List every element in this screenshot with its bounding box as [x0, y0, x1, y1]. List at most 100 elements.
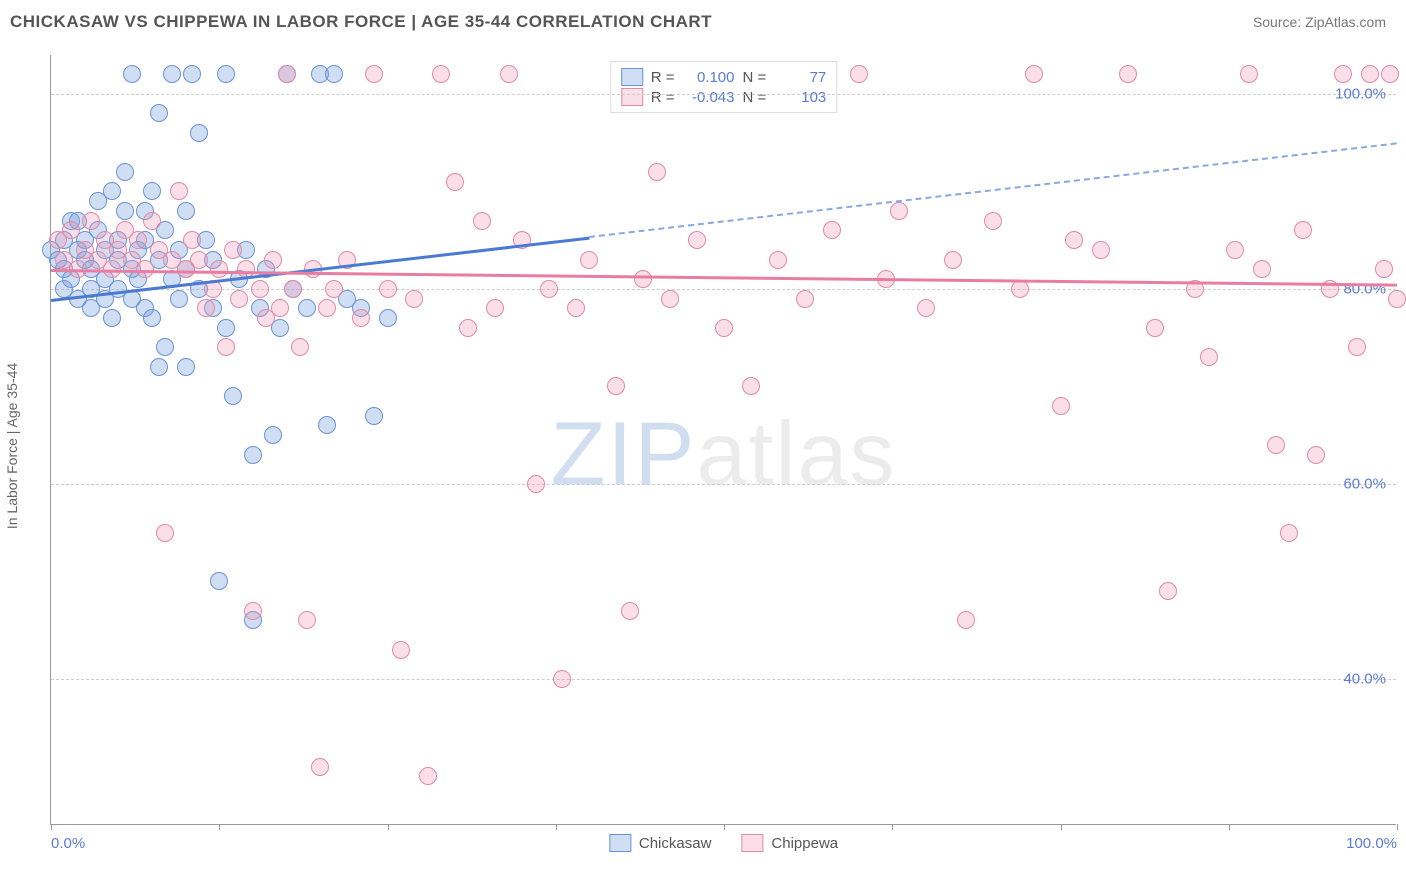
data-point [264, 251, 282, 269]
data-point [769, 251, 787, 269]
data-point [1159, 582, 1177, 600]
data-point [244, 446, 262, 464]
data-point [823, 221, 841, 239]
data-point [742, 377, 760, 395]
data-point [1240, 65, 1258, 83]
n-value: 103 [774, 89, 826, 106]
data-point [1267, 436, 1285, 454]
data-point [1025, 65, 1043, 83]
data-point [473, 212, 491, 230]
data-point [486, 299, 504, 317]
data-point [190, 124, 208, 142]
data-point [325, 280, 343, 298]
data-point [715, 319, 733, 337]
data-point [365, 65, 383, 83]
data-point [129, 231, 147, 249]
legend-label: Chippewa [771, 835, 838, 852]
n-value: 77 [774, 69, 826, 86]
data-point [298, 299, 316, 317]
data-point [156, 524, 174, 542]
data-point [379, 280, 397, 298]
data-point [62, 221, 80, 239]
r-value: 0.100 [683, 69, 735, 86]
data-point [224, 241, 242, 259]
data-point [850, 65, 868, 83]
data-point [163, 65, 181, 83]
data-point [156, 338, 174, 356]
data-point [365, 407, 383, 425]
xtick-mark [892, 824, 893, 830]
data-point [432, 65, 450, 83]
data-point [183, 65, 201, 83]
data-point [116, 202, 134, 220]
data-point [278, 65, 296, 83]
y-axis-label: In Labor Force | Age 35-44 [4, 363, 20, 529]
data-point [190, 251, 208, 269]
xtick-label: 0.0% [51, 835, 85, 852]
data-point [500, 65, 518, 83]
n-label: N = [743, 69, 767, 86]
swatch-chippewa [741, 834, 763, 852]
data-point [392, 641, 410, 659]
data-point [1348, 338, 1366, 356]
data-point [957, 611, 975, 629]
data-point [143, 182, 161, 200]
xtick-label: 100.0% [1346, 835, 1397, 852]
data-point [217, 65, 235, 83]
xtick-mark [1397, 824, 1398, 830]
xtick-mark [1061, 824, 1062, 830]
data-point [150, 358, 168, 376]
data-point [1381, 65, 1399, 83]
data-point [379, 309, 397, 327]
data-point [318, 416, 336, 434]
gridline [51, 94, 1396, 95]
chart-header: CHICKASAW VS CHIPPEWA IN LABOR FORCE | A… [0, 0, 1406, 44]
data-point [264, 426, 282, 444]
data-point [1388, 290, 1406, 308]
data-point [82, 212, 100, 230]
data-point [150, 104, 168, 122]
xtick-mark [724, 824, 725, 830]
data-point [116, 163, 134, 181]
data-point [1307, 446, 1325, 464]
data-point [1011, 280, 1029, 298]
gridline [51, 484, 1396, 485]
legend-label: Chickasaw [639, 835, 712, 852]
data-point [217, 338, 235, 356]
data-point [1294, 221, 1312, 239]
data-point [580, 251, 598, 269]
data-point [527, 475, 545, 493]
data-point [1280, 524, 1298, 542]
xtick-mark [219, 824, 220, 830]
data-point [210, 572, 228, 590]
data-point [103, 309, 121, 327]
data-point [1361, 65, 1379, 83]
data-point [419, 767, 437, 785]
data-point [1334, 65, 1352, 83]
swatch-chippewa [621, 88, 643, 106]
data-point [405, 290, 423, 308]
swatch-chickasaw [609, 834, 631, 852]
legend-item-chippewa: Chippewa [741, 834, 838, 852]
data-point [123, 65, 141, 83]
xtick-mark [388, 824, 389, 830]
data-point [103, 182, 121, 200]
data-point [170, 290, 188, 308]
data-point [251, 280, 269, 298]
gridline [51, 679, 1396, 680]
data-point [567, 299, 585, 317]
data-point [210, 260, 228, 278]
source-attribution: Source: ZipAtlas.com [1253, 14, 1386, 30]
data-point [271, 299, 289, 317]
r-value: -0.043 [683, 89, 735, 106]
data-point [1065, 231, 1083, 249]
data-point [446, 173, 464, 191]
data-point [1375, 260, 1393, 278]
data-point [1253, 260, 1271, 278]
data-point [607, 377, 625, 395]
data-point [1200, 348, 1218, 366]
data-point [143, 309, 161, 327]
data-point [170, 182, 188, 200]
data-point [634, 270, 652, 288]
data-point [183, 231, 201, 249]
